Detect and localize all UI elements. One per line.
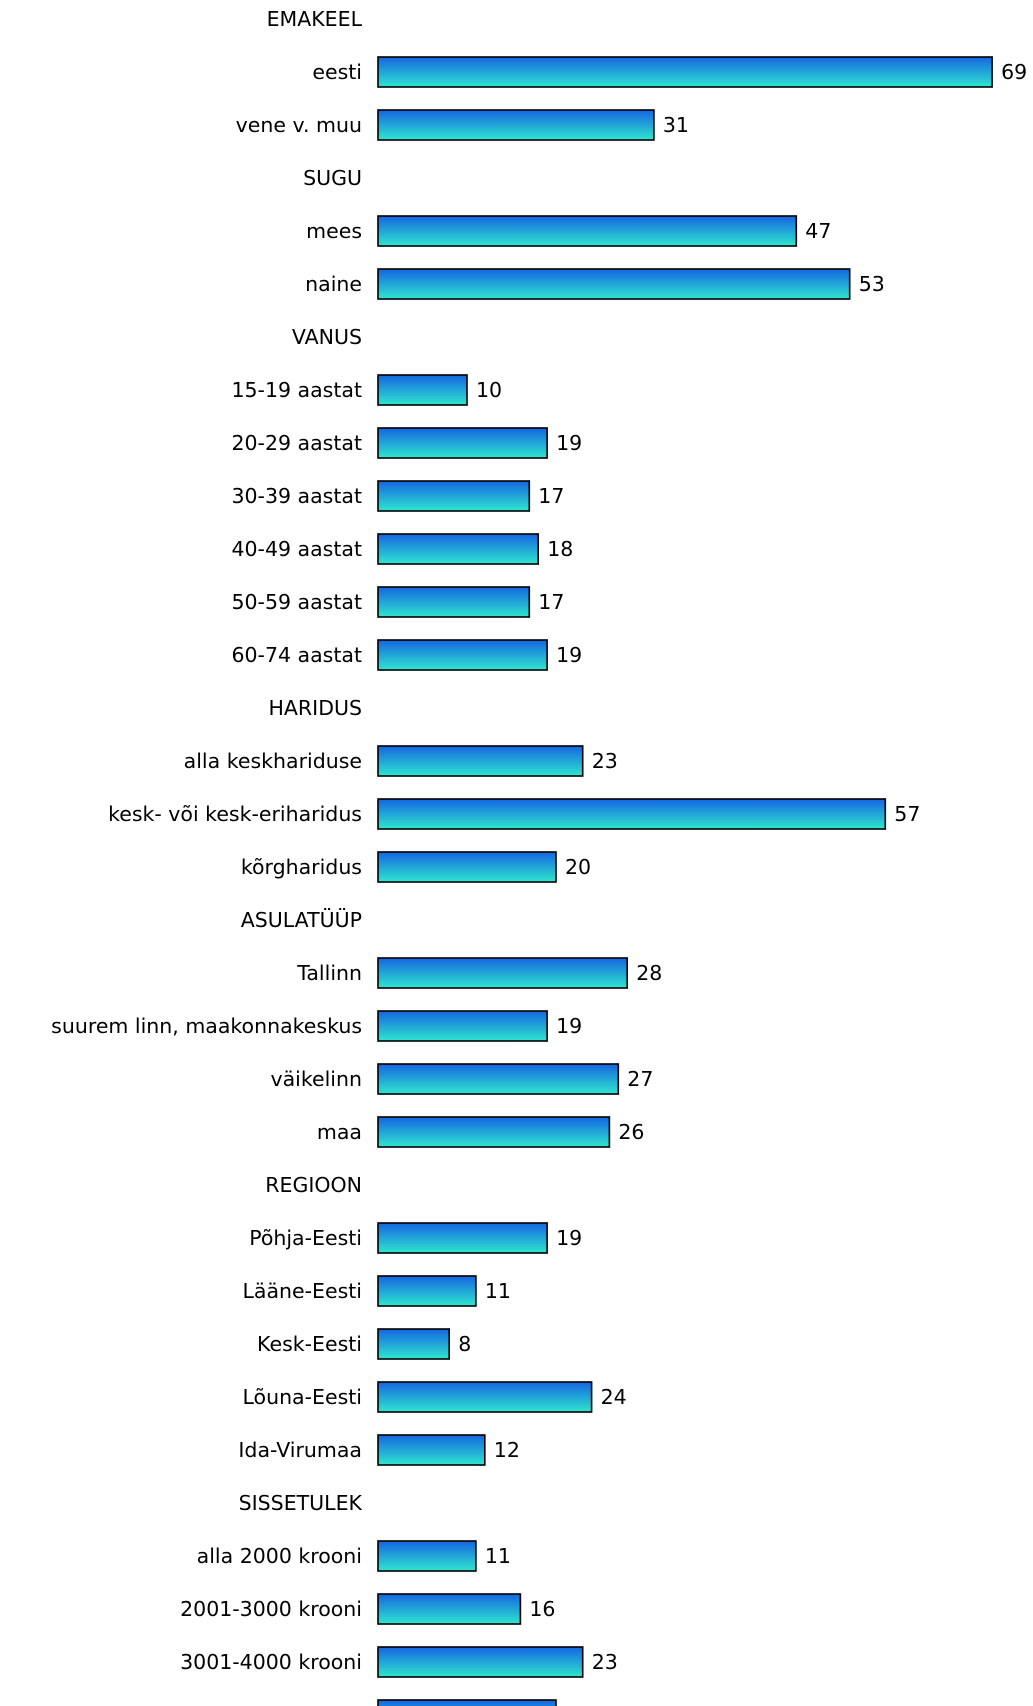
value-label: 69: [1001, 60, 1027, 84]
category-label: alla 2000 krooni: [197, 1544, 362, 1568]
value-label: 16: [529, 1597, 555, 1621]
bar-unlabeled: [377, 1699, 557, 1706]
value-label: 20: [565, 1703, 591, 1706]
bar-väikelinn: [377, 1063, 620, 1095]
category-label: Ida-Virumaa: [238, 1438, 362, 1462]
value-label: 24: [601, 1385, 627, 1409]
bar-15-19-aastat: [377, 374, 468, 406]
group-header: VANUS: [292, 325, 362, 349]
bar-naine: [377, 268, 851, 300]
value-label: 17: [538, 590, 564, 614]
bar-kõrgharidus: [377, 851, 557, 883]
value-label: 53: [859, 272, 885, 296]
bar-3001-4000-krooni: [377, 1646, 584, 1678]
category-label: eesti: [312, 60, 362, 84]
category-label: Lääne-Eesti: [242, 1279, 362, 1303]
value-label: 27: [627, 1067, 653, 1091]
category-label: suurem linn, maakonnakeskus: [51, 1014, 362, 1038]
category-label: alla keskhariduse: [184, 749, 362, 773]
chart-rows: EMAKEEL eesti 69 vene v. muu 31 SUGU mees 47 nai…: [51, 7, 1027, 1706]
value-label: 11: [485, 1544, 511, 1568]
category-label: vene v. muu: [236, 113, 362, 137]
value-label: 23: [592, 1650, 618, 1674]
bar-alla-2000-krooni: [377, 1540, 477, 1572]
group-header: REGIOON: [265, 1173, 362, 1197]
value-label: 20: [565, 855, 591, 879]
value-label: 47: [805, 219, 831, 243]
category-label: Kesk-Eesti: [257, 1332, 362, 1356]
category-label: 15-19 aastat: [231, 378, 362, 402]
category-label: 40-49 aastat: [231, 537, 362, 561]
value-label: 12: [494, 1438, 520, 1462]
value-label: 19: [556, 1226, 582, 1250]
category-label: 3001-4000 krooni: [180, 1650, 362, 1674]
category-label: Põhja-Eesti: [249, 1226, 362, 1250]
bar-vene-v-muu: [377, 109, 655, 141]
category-label: Tallinn: [296, 961, 362, 985]
category-label: kesk- või kesk-eriharidus: [108, 802, 362, 826]
value-label: 10: [476, 378, 502, 402]
bar-ida-virumaa: [377, 1434, 486, 1466]
value-label: 57: [894, 802, 920, 826]
value-label: 31: [663, 113, 689, 137]
bar-30-39-aastat: [377, 480, 531, 512]
category-label: kõrgharidus: [241, 855, 362, 879]
value-label: 18: [547, 537, 573, 561]
category-label: 2001-3000 krooni: [180, 1597, 362, 1621]
bar-50-59-aastat: [377, 586, 531, 618]
category-label: 50-59 aastat: [231, 590, 362, 614]
category-label: 30-39 aastat: [231, 484, 362, 508]
bar-20-29-aastat: [377, 427, 548, 459]
category-label: naine: [305, 272, 362, 296]
bar-kesk-või-kesk-eriharidus: [377, 798, 887, 830]
category-label: maa: [317, 1120, 362, 1144]
bar-tallinn: [377, 957, 628, 989]
group-header: SISSETULEK: [239, 1491, 363, 1515]
bar-lõuna-eesti: [377, 1381, 593, 1413]
group-header: SUGU: [303, 166, 362, 190]
category-label: 20-29 aastat: [231, 431, 362, 455]
value-label: 19: [556, 431, 582, 455]
value-label: 17: [538, 484, 564, 508]
bar-2001-3000-krooni: [377, 1593, 522, 1625]
bar-mees: [377, 215, 798, 247]
value-label: 23: [592, 749, 618, 773]
group-header: EMAKEEL: [267, 7, 363, 31]
bar-maa: [377, 1116, 611, 1148]
bar-60-74-aastat: [377, 639, 548, 671]
value-label: 19: [556, 1014, 582, 1038]
bar-põhja-eesti: [377, 1222, 548, 1254]
bar-suurem-linn-maakonnakeskus: [377, 1010, 548, 1042]
value-label: 11: [485, 1279, 511, 1303]
group-header: ASULATÜÜP: [241, 907, 362, 932]
bar-kesk-eesti: [377, 1328, 450, 1360]
bar-40-49-aastat: [377, 533, 539, 565]
value-label: 8: [458, 1332, 471, 1356]
category-label: Lõuna-Eesti: [242, 1385, 362, 1409]
bar-eesti: [377, 56, 993, 88]
value-label: 26: [618, 1120, 644, 1144]
value-label: 19: [556, 643, 582, 667]
bar-alla-keskhariduse: [377, 745, 584, 777]
category-label: mees: [306, 219, 362, 243]
value-label: 28: [636, 961, 662, 985]
group-header: HARIDUS: [268, 696, 362, 720]
category-label: väikelinn: [270, 1067, 362, 1091]
bar-lääne-eesti: [377, 1275, 477, 1307]
category-label: 60-74 aastat: [231, 643, 362, 667]
